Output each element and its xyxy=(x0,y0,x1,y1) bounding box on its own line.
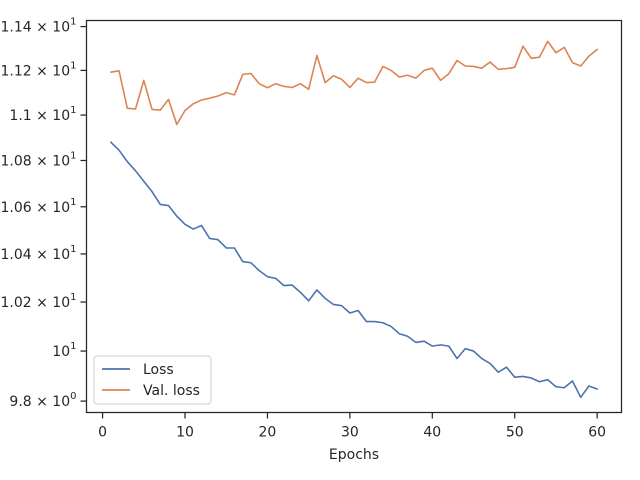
y-tick-label: 1.04 × 101 xyxy=(1,244,77,263)
x-tick-label: 60 xyxy=(588,425,606,441)
y-tick-label: 1.06 × 101 xyxy=(1,197,77,216)
legend-box xyxy=(93,355,212,405)
x-tick-label: 50 xyxy=(506,425,524,441)
plot-area xyxy=(86,20,622,413)
series-line-val-loss xyxy=(110,40,598,126)
x-axis: 0 10 20 30 40 50 60 xyxy=(98,412,606,441)
axes-frame xyxy=(85,19,623,414)
series-line-loss xyxy=(110,141,598,399)
y-tick-label: 101 xyxy=(52,341,76,360)
y-tick-label: 1.12 × 101 xyxy=(1,60,77,79)
series-lines xyxy=(110,40,598,399)
y-tick-label: 1.1 × 101 xyxy=(9,105,76,124)
legend: Loss Val. loss xyxy=(93,355,212,405)
legend-label-loss: Loss xyxy=(143,362,174,378)
y-axis: 9.8 × 100 101 1.02 × 101 1.04 × 101 1.06 × 1… xyxy=(1,17,87,410)
x-tick-label: 20 xyxy=(259,425,277,441)
y-tick-label: 1.14 × 101 xyxy=(1,17,77,36)
x-tick-label: 30 xyxy=(341,425,359,441)
y-tick-label: 9.8 × 100 xyxy=(9,391,76,410)
legend-label-val-loss: Val. loss xyxy=(143,383,200,399)
x-tick-label: 0 xyxy=(98,425,107,441)
x-tick-label: 10 xyxy=(176,425,194,441)
y-tick-label: 1.08 × 101 xyxy=(1,150,77,169)
x-tick-label: 40 xyxy=(423,425,441,441)
x-axis-label: Epochs xyxy=(329,447,379,463)
y-tick-label: 1.02 × 101 xyxy=(1,292,77,311)
